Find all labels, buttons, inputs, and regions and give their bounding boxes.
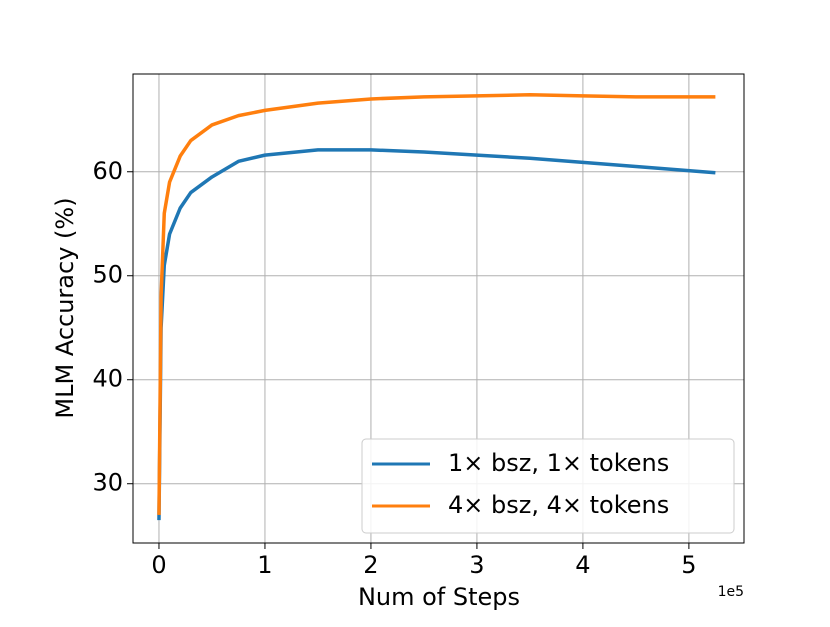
series-line [157,93,716,515]
y-tick-label: 60 [92,157,123,185]
legend-label: 4× bsz, 4× tokens [448,491,669,519]
x-tick-label: 2 [363,551,378,579]
legend-label: 1× bsz, 1× tokens [448,449,669,477]
y-axis-label: MLM Accuracy (%) [51,197,79,418]
legend-box [361,438,735,534]
x-tick-label: 5 [681,551,696,579]
y-tick-label: 50 [92,261,123,289]
y-tick-label: 40 [92,365,123,393]
x-tick-label: 1 [257,551,272,579]
x-axis-label: Num of Steps [358,583,520,611]
x-tick-label: 4 [575,551,590,579]
x-tick-label: 3 [469,551,484,579]
x-offset-label: 1e5 [718,584,744,600]
y-tick-label: 30 [92,469,123,497]
series-line [157,148,716,521]
x-tick-label: 0 [151,551,166,579]
plot-frame [132,73,745,544]
